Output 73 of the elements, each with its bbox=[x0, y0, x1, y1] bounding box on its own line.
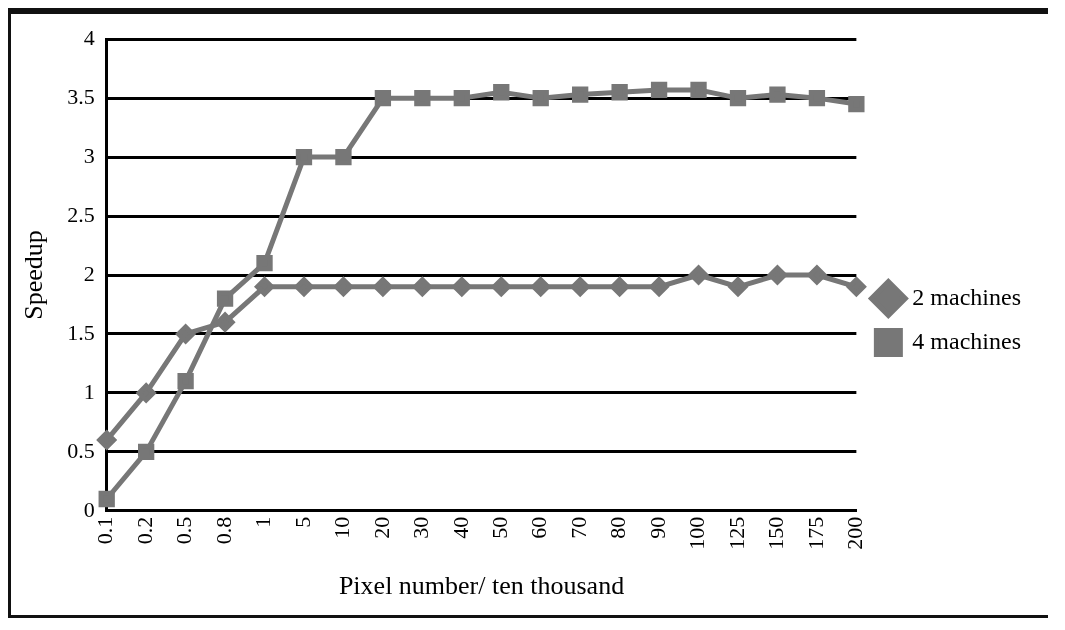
y-tick-label: 2.5 bbox=[67, 201, 95, 227]
x-tick-label: 5 bbox=[289, 516, 315, 528]
point bbox=[215, 312, 235, 332]
point bbox=[452, 277, 472, 297]
point bbox=[690, 81, 707, 99]
point bbox=[333, 277, 353, 297]
x-tick-label: 30 bbox=[408, 516, 434, 539]
point bbox=[650, 81, 668, 99]
point bbox=[295, 148, 313, 166]
x-tick-label: 10 bbox=[329, 516, 355, 539]
point bbox=[493, 84, 510, 101]
point bbox=[412, 277, 432, 297]
point bbox=[98, 490, 115, 508]
point bbox=[649, 277, 669, 297]
point bbox=[177, 372, 194, 390]
point bbox=[373, 277, 393, 297]
point bbox=[491, 277, 511, 297]
point bbox=[769, 86, 786, 103]
x-tick-label: 175 bbox=[802, 516, 828, 550]
x-tick-label: 70 bbox=[565, 516, 591, 539]
legend-label: 2 machines bbox=[912, 283, 1022, 310]
point bbox=[176, 324, 196, 344]
point bbox=[689, 265, 709, 285]
point bbox=[729, 89, 747, 107]
x-tick-label: 100 bbox=[684, 516, 710, 550]
legend-label: 4 machines bbox=[912, 327, 1022, 354]
y-tick-label: 3 bbox=[83, 142, 95, 168]
x-tick-label: 0.8 bbox=[210, 516, 236, 545]
point bbox=[255, 277, 275, 297]
x-tick-label: 1 bbox=[250, 516, 276, 528]
y-axis-title: Speedup bbox=[19, 230, 49, 320]
point bbox=[611, 84, 628, 101]
x-tick-label: 200 bbox=[842, 516, 868, 550]
x-tick-label: 125 bbox=[723, 516, 749, 550]
y-tick-label: 3.5 bbox=[67, 83, 95, 109]
y-tick-label: 4 bbox=[83, 24, 95, 50]
point bbox=[848, 95, 865, 113]
point bbox=[767, 265, 787, 285]
x-tick-label: 20 bbox=[368, 516, 394, 539]
point bbox=[610, 277, 630, 297]
point bbox=[532, 89, 549, 107]
point bbox=[572, 86, 589, 103]
y-tick-label: 0 bbox=[83, 496, 95, 522]
x-tick-label: 50 bbox=[487, 516, 513, 539]
x-tick-label: 0.2 bbox=[131, 516, 157, 545]
point bbox=[808, 89, 826, 107]
point bbox=[570, 277, 590, 297]
x-axis-title: Pixel number/ ten thousand bbox=[338, 571, 625, 601]
x-tick-label: 80 bbox=[605, 516, 631, 539]
point bbox=[414, 89, 431, 107]
x-tick-label: 150 bbox=[763, 516, 789, 550]
y-tick-label: 0.5 bbox=[67, 437, 95, 463]
point bbox=[97, 430, 117, 450]
point bbox=[531, 277, 551, 297]
y-tick-label: 1 bbox=[83, 378, 95, 404]
point bbox=[294, 277, 314, 297]
x-tick-label: 90 bbox=[644, 516, 670, 539]
x-tick-label: 0.5 bbox=[171, 516, 197, 545]
x-tick-label: 60 bbox=[526, 516, 552, 539]
point bbox=[453, 89, 470, 107]
point bbox=[846, 277, 866, 297]
point bbox=[807, 265, 827, 285]
point bbox=[216, 290, 234, 307]
y-tick-label: 2 bbox=[83, 260, 95, 286]
point bbox=[136, 383, 156, 403]
point bbox=[256, 255, 273, 272]
point bbox=[138, 443, 155, 461]
x-tick-label: 40 bbox=[447, 516, 473, 539]
y-tick-label: 1.5 bbox=[67, 319, 95, 345]
point bbox=[374, 89, 392, 107]
point bbox=[335, 148, 352, 166]
point bbox=[728, 277, 748, 297]
x-tick-label: 0.1 bbox=[92, 516, 118, 545]
